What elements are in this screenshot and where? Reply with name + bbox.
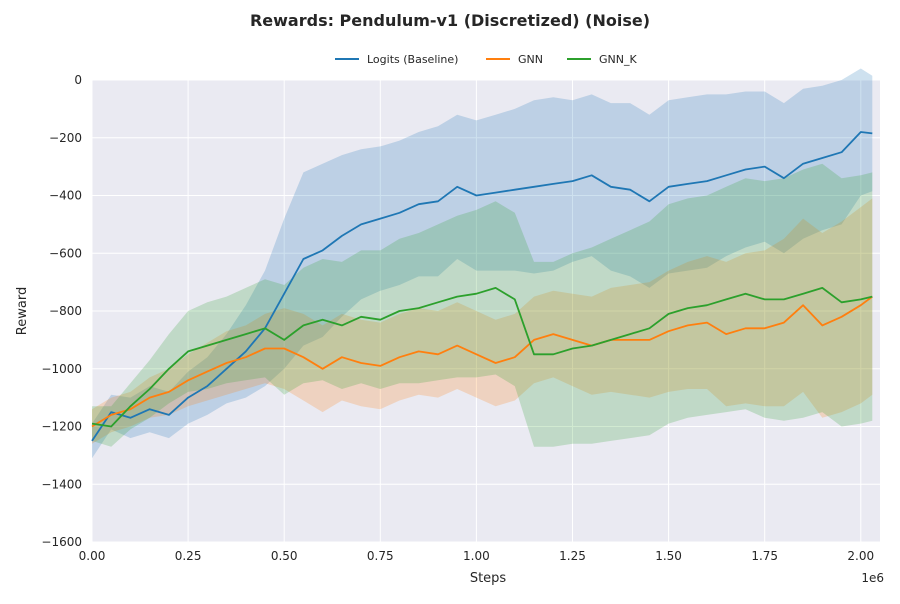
legend-item-gnn: GNN: [486, 53, 543, 66]
legend-item-gnn-k: GNN_K: [567, 53, 637, 66]
y-tick-label: −600: [49, 246, 82, 260]
x-tick-label: 1.50: [655, 549, 682, 563]
band-gnn: [92, 198, 873, 444]
y-axis-ticks: 0 −200 −400 −600 −800 −1000 −1200 −1400 −1600: [41, 73, 82, 549]
legend-label: Logits (Baseline): [367, 53, 458, 66]
y-tick-label: −800: [49, 304, 82, 318]
x-tick-label: 0.75: [367, 549, 394, 563]
x-tick-label: 0.25: [175, 549, 202, 563]
x-tick-label: 2.00: [847, 549, 874, 563]
y-tick-label: −200: [49, 131, 82, 145]
y-tick-label: −1000: [41, 362, 82, 376]
series-line-gnn: [91, 295, 873, 428]
band-logits-baseline: [92, 68, 873, 459]
y-tick-label: 0: [74, 73, 82, 87]
y-tick-label: −1600: [41, 535, 82, 549]
y-tick-label: −400: [49, 189, 82, 203]
legend: Logits (Baseline) GNN GNN_K: [335, 53, 637, 66]
chart-title: Rewards: Pendulum-v1 (Discretized) (Nois…: [250, 11, 650, 30]
x-tick-label: 1.75: [751, 549, 778, 563]
x-axis-label: Steps: [470, 571, 507, 586]
series-line-gnn-k: [91, 287, 873, 428]
legend-label: GNN: [518, 53, 543, 66]
y-tick-label: −1400: [41, 477, 82, 491]
y-tick-label: −1200: [41, 420, 82, 434]
y-axis-label: Reward: [15, 287, 30, 335]
x-axis-offset-label: 1e6: [861, 571, 884, 585]
series-line-logits-baseline: [91, 131, 873, 442]
x-tick-label: 1.00: [463, 549, 490, 563]
legend-label: GNN_K: [599, 53, 637, 66]
confidence-bands: [92, 68, 873, 459]
x-tick-label: 1.25: [559, 549, 586, 563]
x-tick-label: 0.50: [271, 549, 298, 563]
grid-lines: [91, 79, 880, 543]
series-lines: [91, 131, 873, 442]
legend-item-logits-baseline: Logits (Baseline): [335, 53, 458, 66]
band-gnn-k: [92, 163, 873, 447]
x-axis-ticks: 0.00 0.25 0.50 0.75 1.00 1.25 1.50 1.75 2.00: [79, 549, 874, 563]
x-tick-label: 0.00: [79, 549, 106, 563]
